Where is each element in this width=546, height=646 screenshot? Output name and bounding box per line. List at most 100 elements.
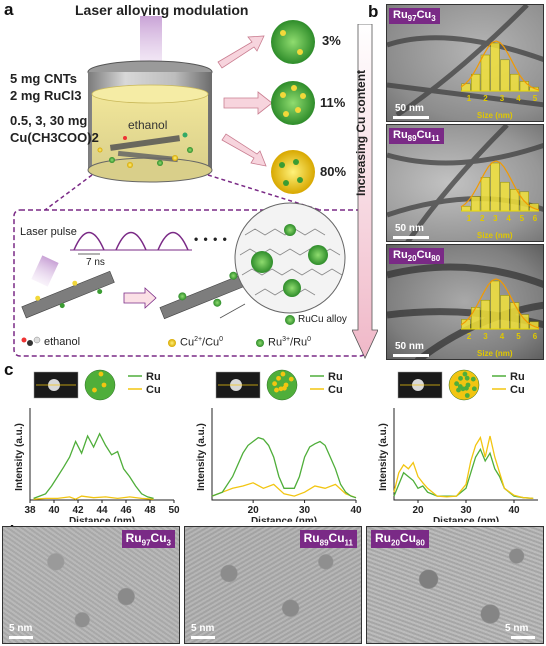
pulse-width-label: 7 ns xyxy=(86,257,105,268)
histogram-bar xyxy=(480,299,490,330)
sample-tag: Ru20Cu80 xyxy=(389,248,445,265)
y-axis-label: Intensity (a.u.) xyxy=(14,423,25,491)
histogram-tick-label: 4 xyxy=(506,214,511,223)
alloy-model-sphere xyxy=(84,369,116,401)
histogram-tick-label: 2 xyxy=(467,332,472,341)
reagent-cnts: 5 mg CNTs xyxy=(10,71,77,86)
x-tick-label: 38 xyxy=(24,505,36,516)
pct-11: 11% xyxy=(320,95,346,110)
series-line-cu xyxy=(33,495,154,500)
reagent-rucl3: 2 mg RuCl3 xyxy=(10,88,82,103)
y-axis-label: Intensity (a.u.) xyxy=(378,423,389,491)
alloy-model-atom xyxy=(274,387,279,393)
size-histogram: 1 2 3 4 5 xyxy=(460,40,540,103)
histogram-bar xyxy=(500,295,510,330)
histogram-fit-curve xyxy=(460,278,540,329)
scale-bar xyxy=(9,636,33,639)
histogram-bar xyxy=(490,42,500,92)
x-tick-label: 20 xyxy=(412,505,424,516)
solvent-label: ethanol xyxy=(128,118,168,132)
alloy-model-atom xyxy=(278,386,284,392)
histogram-bar xyxy=(510,73,520,92)
alloy-model-atom xyxy=(276,375,281,381)
x-tick-label: 46 xyxy=(120,505,132,516)
increasing-cu-arrow xyxy=(352,24,378,359)
scale-bar xyxy=(191,636,215,639)
histogram-tick-label: 2 xyxy=(480,214,485,223)
x-tick-label: 30 xyxy=(299,505,311,516)
histogram-bar xyxy=(500,181,510,212)
scale-bar-label: 50 nm xyxy=(395,341,424,352)
histogram-tick-label: 5 xyxy=(520,214,525,223)
laser-pulse-label: Laser pulse xyxy=(20,226,77,238)
series-line-ru xyxy=(211,436,357,499)
histogram-tick-label: 6 xyxy=(533,214,538,223)
scale-bar xyxy=(393,116,429,119)
x-tick-label: 50 xyxy=(168,505,180,516)
tem-image-ru20cu80: Ru20Cu80 2 3 4 5 6 50 nm Size (nm) xyxy=(386,244,544,360)
histogram-bar xyxy=(490,280,500,330)
alloy-model-atom xyxy=(471,386,477,392)
histogram-tick-label: 3 xyxy=(500,94,505,103)
hrtem-ru97cu3: Ru97Cu3 5 nm xyxy=(2,526,180,644)
scale-bar-label: 5 nm xyxy=(505,623,529,634)
line-scan-chart: RuCu 20 30 40 Distance (nm) Intensity (a.u.) xyxy=(378,369,538,527)
tem-image-ru97cu3: Ru97Cu3 1 2 3 4 5 50 nm Size (nm) xyxy=(386,4,544,122)
x-tick-label: 42 xyxy=(72,505,84,516)
histogram-tick-label: 1 xyxy=(467,214,472,223)
series-line-cu xyxy=(211,482,357,499)
scale-bar xyxy=(393,354,429,357)
alloy-model-atom xyxy=(456,387,461,393)
chart-axes xyxy=(393,408,538,501)
histogram-bar xyxy=(510,302,520,330)
series-line-ru xyxy=(33,432,154,500)
alloy-model-atom xyxy=(470,376,476,382)
scale-bar-label: 50 nm xyxy=(395,223,424,234)
increasing-cu-label: Increasing Cu content xyxy=(354,69,368,196)
legend-label-ru: Ru xyxy=(328,371,343,383)
histogram-bar xyxy=(471,196,481,212)
pct-3: 3% xyxy=(322,33,341,48)
x-tick-label: 30 xyxy=(460,505,472,516)
sample-tag: Ru89Cu11 xyxy=(389,128,444,145)
scale-bar-label: 5 nm xyxy=(191,623,215,634)
x-tick-label: 40 xyxy=(508,505,520,516)
x-axis-label: Distance (nm) xyxy=(69,516,135,522)
x-tick-label: 40 xyxy=(48,505,60,516)
histogram-bar xyxy=(461,205,471,212)
y-axis-label: Intensity (a.u.) xyxy=(196,423,207,491)
x-tick-label: 20 xyxy=(248,505,260,516)
scale-bar-label: 5 nm xyxy=(9,623,33,634)
histogram-bar xyxy=(519,81,529,92)
sample-tag: Ru20Cu80 xyxy=(371,530,429,549)
histogram-fit-curve xyxy=(460,160,540,211)
alloy-model-atom xyxy=(288,376,294,382)
size-histogram: 2 3 4 5 6 xyxy=(460,278,540,341)
panel-b-label: b xyxy=(368,2,379,21)
legend-label-cu: Cu xyxy=(328,384,343,396)
line-scan-chart: RuCu 38 40 42 44 46 48 50 Distance (nm) Intensity… xyxy=(14,369,180,527)
alloy-model-atom xyxy=(98,371,104,377)
histogram-tick-label: 3 xyxy=(483,332,488,341)
x-tick-label: 48 xyxy=(144,505,156,516)
alloy-model-atom xyxy=(92,387,97,393)
hist-xlabel: Size (nm) xyxy=(477,349,513,358)
alloy-model-atom xyxy=(458,375,463,381)
histogram-fit-curve xyxy=(460,40,540,91)
histogram-tick-label: 4 xyxy=(516,94,521,103)
histogram-bar xyxy=(500,59,510,92)
x-axis-label: Distance (nm) xyxy=(433,516,499,522)
hrtem-ru20cu80: Ru20Cu80 5 nm xyxy=(366,526,544,644)
alloy-model-atom xyxy=(464,375,470,381)
alloy-label: RuCu alloy xyxy=(298,314,347,325)
panel-a-label: a xyxy=(4,0,14,19)
alloy-sphere-11 xyxy=(271,81,315,125)
histogram-tick-label: 2 xyxy=(483,94,488,103)
histogram-bar xyxy=(490,162,500,212)
legend-ethanol: ethanol xyxy=(44,336,81,348)
legend-cu: Cu2+/Cu0 xyxy=(180,336,224,349)
legend-ru: Ru3+/Ru0 xyxy=(268,336,312,349)
alloy-model-atom xyxy=(101,382,107,388)
histogram-tick-label: 6 xyxy=(533,332,538,341)
